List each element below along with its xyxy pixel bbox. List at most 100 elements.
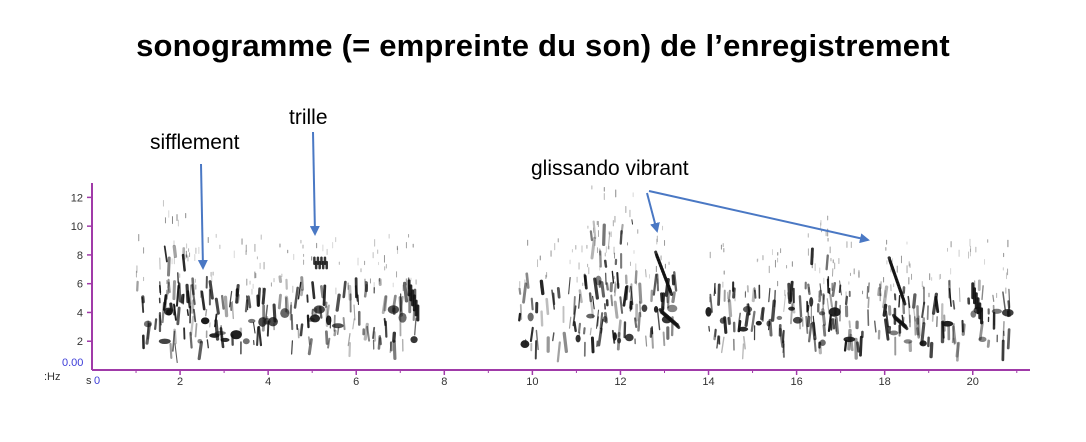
spectro-stroke <box>645 335 648 347</box>
x-tick-label: 12 <box>614 376 626 388</box>
spectro-blob <box>398 312 407 323</box>
spectro-stroke <box>603 259 608 268</box>
spectro-blob <box>776 315 783 320</box>
spectro-stroke <box>244 299 249 313</box>
spectro-stroke <box>602 223 606 247</box>
spectro-stroke <box>806 315 811 328</box>
spectro-stroke <box>167 278 171 293</box>
spectro-blob <box>158 338 171 344</box>
x-tick-label: 14 <box>702 376 714 388</box>
spectro-stroke <box>822 294 825 305</box>
spectro-stroke <box>590 301 595 319</box>
spectro-stroke <box>172 244 178 259</box>
arrow-glissando-1 <box>646 192 660 233</box>
spectro-stroke <box>278 275 283 283</box>
spectro-stroke <box>530 297 534 311</box>
spectro-stroke <box>173 328 177 345</box>
spectro-stroke <box>829 293 834 308</box>
spectro-stroke <box>208 280 214 300</box>
spectro-stroke <box>383 295 388 312</box>
spectro-stroke <box>633 317 638 328</box>
spectro-stroke <box>753 289 757 299</box>
spectro-stroke <box>649 327 653 338</box>
spectro-stroke <box>257 325 263 347</box>
spectro-stroke <box>299 323 304 337</box>
spectro-blob <box>819 339 826 346</box>
y-unit-label: :Hz <box>44 371 61 383</box>
spectro-blob <box>325 315 332 326</box>
spectro-blob <box>527 312 534 322</box>
spectro-stroke <box>600 318 604 334</box>
spectro-stroke <box>656 273 660 292</box>
spectro-stroke <box>727 299 733 318</box>
spectro-stroke <box>951 325 957 344</box>
spectro-stroke <box>810 247 814 266</box>
spectro-stroke <box>807 323 813 343</box>
y-tick-group: 2 4 6 8 10 12 <box>71 192 92 348</box>
spectro-stroke <box>194 323 198 338</box>
spectro-stroke <box>589 327 592 336</box>
spectro-blob <box>788 306 795 311</box>
spectro-stroke <box>720 336 725 354</box>
spectro-stroke <box>826 278 830 294</box>
spectro-stroke <box>383 317 387 327</box>
spectro-stroke <box>807 283 811 296</box>
spectro-stroke <box>181 253 186 272</box>
spectro-stroke <box>172 280 177 301</box>
spectro-stroke <box>363 322 369 341</box>
spectro-stroke <box>660 292 664 303</box>
spectro-stroke <box>637 311 641 332</box>
spectro-stroke <box>583 274 588 290</box>
x-unit-label: s <box>86 375 92 387</box>
spectro-stroke <box>197 340 204 361</box>
y-tick-label: 2 <box>77 336 83 348</box>
spectro-stroke <box>613 300 619 319</box>
spectro-stroke <box>662 331 666 347</box>
spectro-stroke <box>300 276 304 291</box>
x-tick-label: 18 <box>879 376 891 388</box>
spectro-blob <box>313 305 325 314</box>
spectro-stroke <box>306 314 310 329</box>
x-tick-label: 6 <box>353 376 359 388</box>
spectro-stroke <box>522 282 528 304</box>
spectro-stroke <box>981 285 984 301</box>
spectro-blob <box>617 337 622 344</box>
spectro-blob <box>667 304 678 313</box>
spectro-stroke <box>882 285 889 309</box>
spectro-blob <box>903 339 913 344</box>
spectro-stroke <box>588 292 593 303</box>
spectro-stroke <box>191 284 196 306</box>
spectro-blob <box>843 336 856 343</box>
y-tick-label: 8 <box>77 250 83 262</box>
zero-label: 0.00 <box>62 357 83 369</box>
x-tick-group: 2 4 6 8 10 12 14 16 18 20 <box>135 370 1018 388</box>
spectro-stroke <box>619 230 623 245</box>
spectro-stroke <box>372 326 376 340</box>
spectro-stroke <box>884 318 890 341</box>
spectro-blob <box>919 340 927 347</box>
y-tick-label: 6 <box>77 279 83 291</box>
spectro-stroke <box>671 291 676 304</box>
spectro-blob <box>742 306 753 313</box>
spectro-stroke <box>610 294 614 307</box>
spectro-stroke <box>205 309 208 317</box>
spectro-stroke <box>717 283 721 306</box>
spectro-stroke <box>572 305 577 327</box>
spectro-blob <box>612 332 617 341</box>
spectro-stroke <box>402 281 409 303</box>
spectro-stroke <box>829 317 833 331</box>
spectro-stroke <box>214 297 220 315</box>
spectro-stroke <box>166 281 170 300</box>
spectro-stroke <box>568 276 571 295</box>
spectro-stroke <box>760 306 765 321</box>
spectro-stroke <box>578 289 583 304</box>
spectro-stroke <box>818 289 822 303</box>
spectro-stroke <box>921 301 926 318</box>
spectro-blob <box>818 311 826 316</box>
spectro-stroke <box>589 230 594 242</box>
spectro-stroke <box>913 308 917 322</box>
x-tick-label: 10 <box>526 376 538 388</box>
spectro-stroke <box>529 326 534 343</box>
spectro-stroke <box>859 335 863 357</box>
